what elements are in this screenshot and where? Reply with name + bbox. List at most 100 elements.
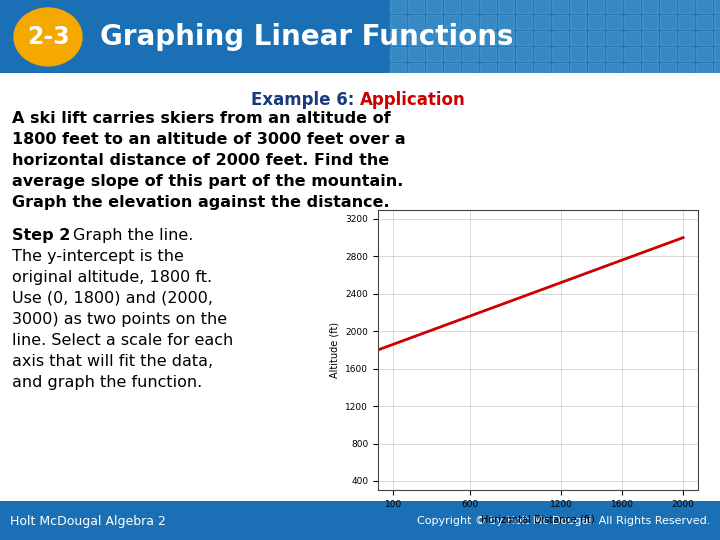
Bar [534, 0, 550, 13]
Bar [498, 31, 514, 45]
Bar [534, 47, 550, 61]
Bar [426, 47, 442, 61]
Bar [426, 0, 442, 13]
Bar [444, 47, 460, 61]
Bar [552, 0, 568, 13]
Bar [480, 31, 496, 45]
Bar [678, 63, 694, 77]
Text: line. Select a scale for each: line. Select a scale for each [12, 333, 233, 348]
Bar [462, 0, 478, 13]
Bar [696, 15, 712, 29]
Text: and graph the function.: and graph the function. [12, 375, 202, 390]
Bar [624, 31, 640, 45]
Bar [570, 15, 586, 29]
Bar [498, 47, 514, 61]
Bar [696, 31, 712, 45]
Text: A ski lift carries skiers from an altitude of: A ski lift carries skiers from an altitu… [12, 111, 391, 126]
Bar [480, 63, 496, 77]
Y-axis label: Altitude (ft): Altitude (ft) [330, 322, 340, 378]
Bar [480, 15, 496, 29]
Bar [408, 47, 424, 61]
Bar [462, 63, 478, 77]
Bar [426, 15, 442, 29]
Text: Example 6:: Example 6: [251, 91, 360, 109]
Bar [480, 47, 496, 61]
Text: average slope of this part of the mountain.: average slope of this part of the mounta… [12, 174, 403, 189]
Bar [534, 31, 550, 45]
Text: 1800 feet to an altitude of 3000 feet over a: 1800 feet to an altitude of 3000 feet ov… [12, 132, 405, 147]
Bar [498, 15, 514, 29]
Bar [462, 15, 478, 29]
Bar [552, 31, 568, 45]
Bar [390, 31, 406, 45]
Bar [714, 0, 720, 13]
Bar [426, 31, 442, 45]
Bar [534, 63, 550, 77]
Bar [552, 15, 568, 29]
Bar [678, 0, 694, 13]
Text: axis that will fit the data,: axis that will fit the data, [12, 354, 213, 369]
Ellipse shape [14, 8, 82, 66]
Bar [624, 15, 640, 29]
Bar [444, 15, 460, 29]
Bar [696, 47, 712, 61]
Bar [588, 63, 604, 77]
Bar [642, 0, 658, 13]
Bar [516, 15, 532, 29]
Bar [588, 47, 604, 61]
Bar [624, 47, 640, 61]
Bar [444, 63, 460, 77]
Bar [660, 15, 676, 29]
Text: 2-3: 2-3 [27, 25, 69, 49]
Bar [714, 63, 720, 77]
Text: original altitude, 1800 ft.: original altitude, 1800 ft. [12, 270, 212, 285]
Bar [408, 15, 424, 29]
Bar [480, 0, 496, 13]
Bar [516, 63, 532, 77]
X-axis label: Horizontal Distance (ft): Horizontal Distance (ft) [482, 515, 595, 524]
Bar [714, 31, 720, 45]
Bar [498, 63, 514, 77]
Text: Holt McDougal Algebra 2: Holt McDougal Algebra 2 [10, 515, 166, 528]
Text: Graph the elevation against the distance.: Graph the elevation against the distance… [12, 195, 390, 210]
Bar [606, 47, 622, 61]
Text: Graph the line.: Graph the line. [73, 228, 194, 243]
Bar [408, 0, 424, 13]
Bar [642, 15, 658, 29]
Bar [660, 0, 676, 13]
Bar [462, 31, 478, 45]
Bar [390, 63, 406, 77]
Text: Graphing Linear Functions: Graphing Linear Functions [100, 23, 513, 51]
Bar [642, 47, 658, 61]
Bar [516, 31, 532, 45]
Bar [552, 63, 568, 77]
Bar [660, 63, 676, 77]
Bar [696, 0, 712, 13]
Bar [570, 0, 586, 13]
Text: 3000) as two points on the: 3000) as two points on the [12, 312, 227, 327]
Bar [552, 47, 568, 61]
Bar [642, 63, 658, 77]
Bar [678, 31, 694, 45]
Bar [642, 31, 658, 45]
Bar [606, 63, 622, 77]
Bar [444, 0, 460, 13]
Bar [588, 15, 604, 29]
Bar [570, 47, 586, 61]
Bar [624, 63, 640, 77]
Bar [408, 63, 424, 77]
Bar [678, 47, 694, 61]
Bar [516, 47, 532, 61]
Text: Use (0, 1800) and (2000,: Use (0, 1800) and (2000, [12, 291, 213, 306]
Bar [588, 0, 604, 13]
Bar [426, 63, 442, 77]
Bar [660, 47, 676, 61]
Bar [696, 63, 712, 77]
Bar [462, 47, 478, 61]
Bar [606, 31, 622, 45]
Bar [534, 15, 550, 29]
Text: Copyright © by Holt Mc Dougal. All Rights Reserved.: Copyright © by Holt Mc Dougal. All Right… [417, 516, 710, 526]
Bar [588, 31, 604, 45]
Bar [606, 15, 622, 29]
Bar [678, 15, 694, 29]
